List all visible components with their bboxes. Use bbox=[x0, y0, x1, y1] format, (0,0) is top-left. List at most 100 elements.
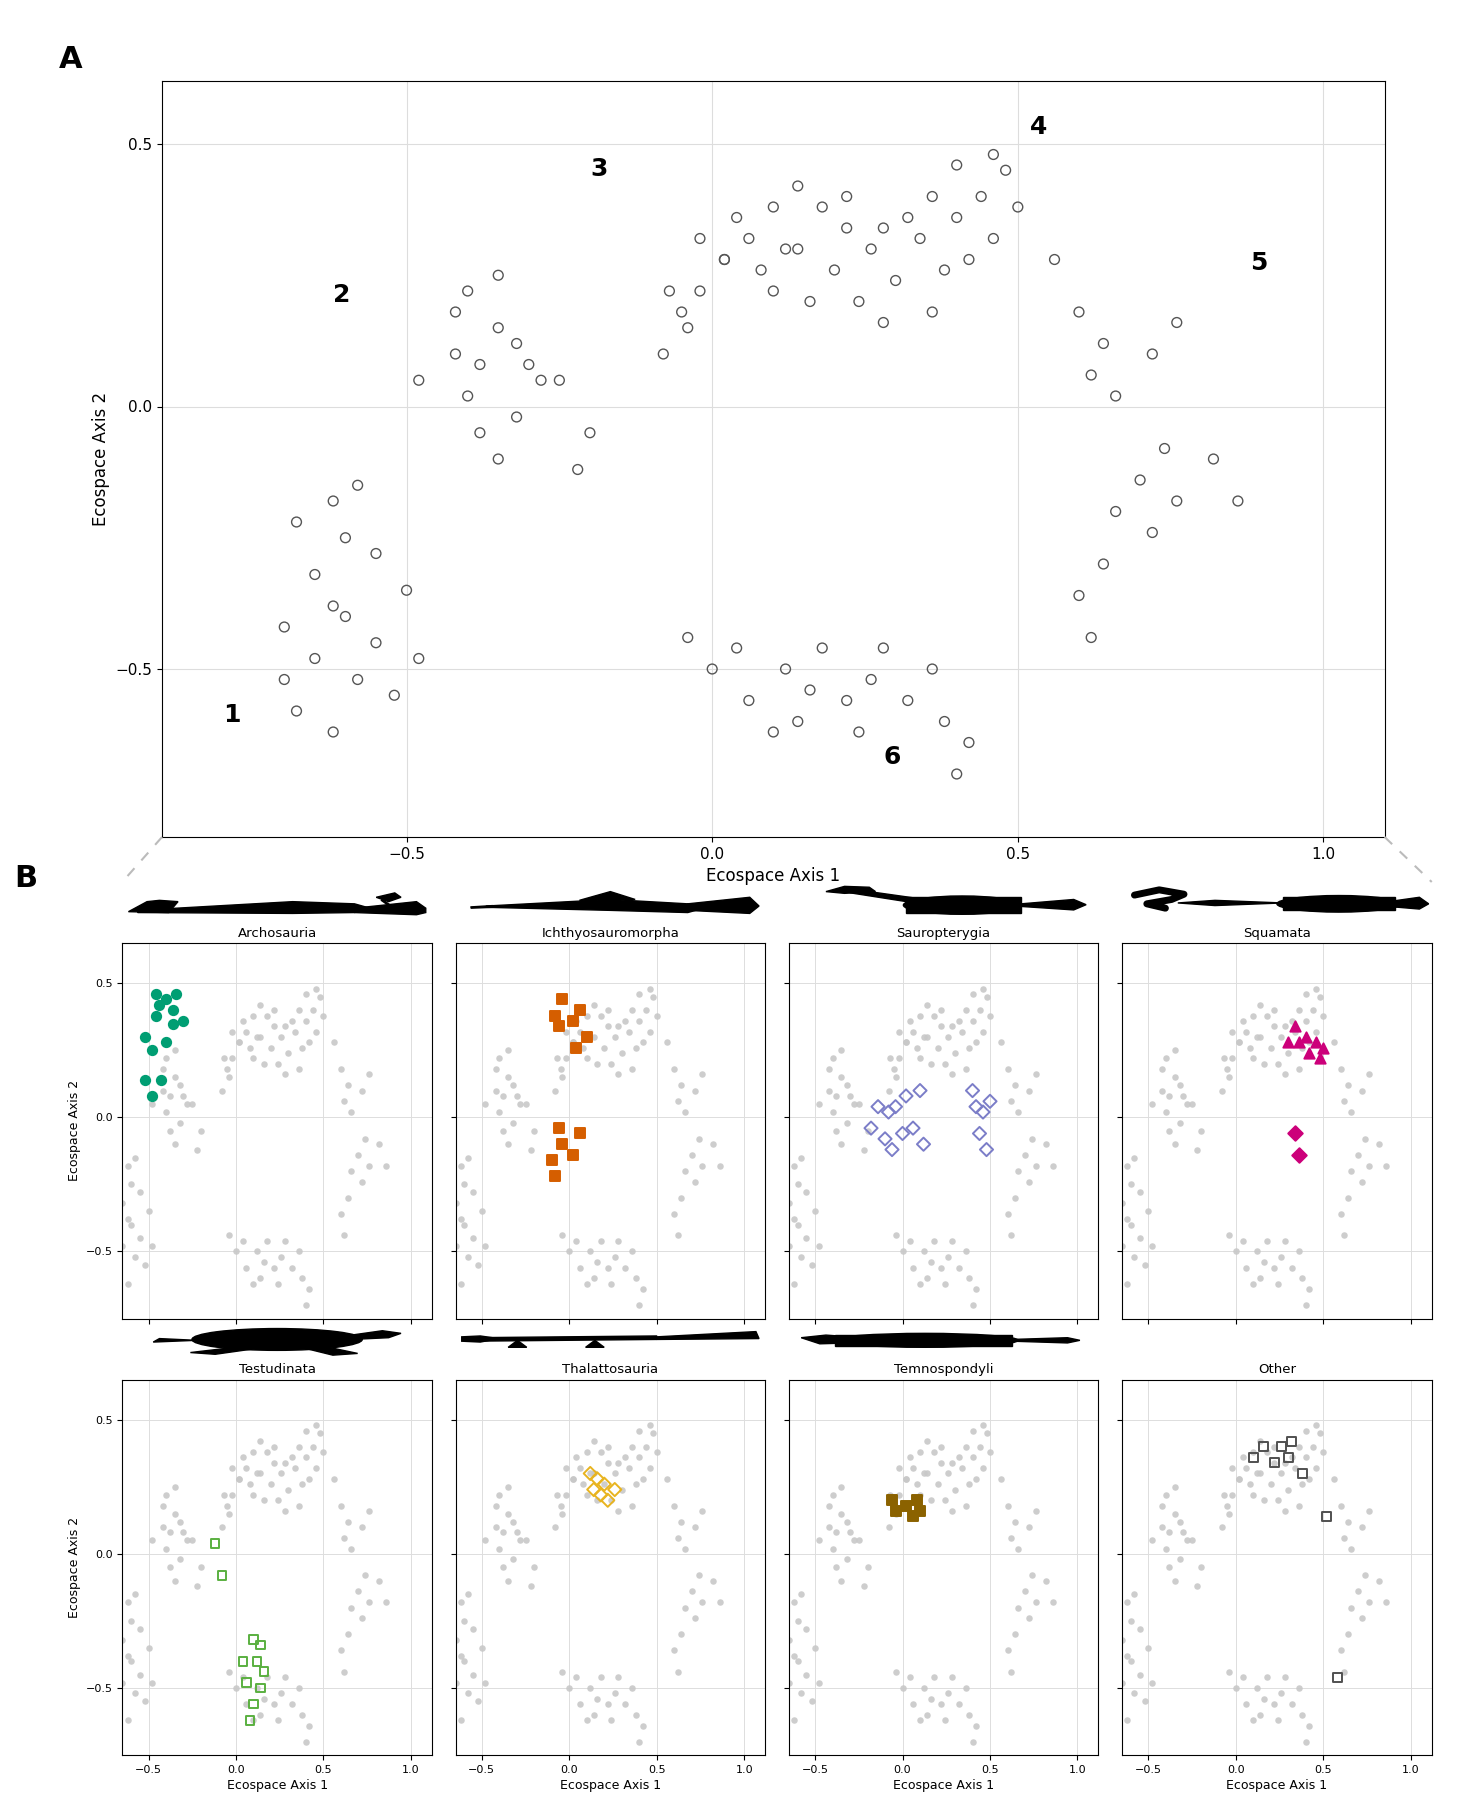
Point bbox=[435, 1215, 458, 1244]
Point bbox=[1265, 1485, 1289, 1514]
Point bbox=[256, 1438, 280, 1467]
Point bbox=[785, 1210, 809, 1238]
Point bbox=[620, 995, 644, 1024]
Point bbox=[340, 1098, 364, 1127]
Point bbox=[1280, 1444, 1304, 1472]
Point bbox=[901, 1114, 925, 1143]
Point bbox=[105, 1163, 128, 1192]
Point bbox=[613, 1006, 636, 1035]
Point bbox=[1217, 1658, 1240, 1687]
Point bbox=[488, 1098, 511, 1127]
Point bbox=[128, 1177, 152, 1206]
Point bbox=[295, 1006, 318, 1035]
Polygon shape bbox=[376, 893, 401, 902]
Point bbox=[1326, 1663, 1349, 1692]
Point bbox=[971, 1098, 994, 1127]
Point bbox=[158, 1517, 181, 1546]
Point bbox=[346, 1577, 370, 1606]
Point bbox=[277, 1476, 300, 1505]
Point bbox=[1016, 1512, 1040, 1541]
Point bbox=[835, 1507, 859, 1535]
Point bbox=[295, 1444, 318, 1472]
Point bbox=[820, 1534, 844, 1562]
Point bbox=[545, 1481, 569, 1510]
Point bbox=[597, 1253, 620, 1282]
Point bbox=[683, 1076, 707, 1105]
Point bbox=[953, 1490, 977, 1519]
Point bbox=[818, 1512, 841, 1541]
Point bbox=[1283, 1120, 1307, 1148]
Point bbox=[1231, 1663, 1255, 1692]
Point bbox=[1277, 1476, 1301, 1505]
Point bbox=[252, 1049, 275, 1078]
Point bbox=[1080, 360, 1103, 389]
Point bbox=[884, 1658, 907, 1687]
Point bbox=[305, 974, 328, 1003]
Point bbox=[607, 1449, 630, 1478]
Point bbox=[554, 1044, 577, 1073]
Point bbox=[960, 1006, 984, 1035]
Point bbox=[452, 1170, 476, 1199]
Point bbox=[252, 1247, 275, 1276]
Point bbox=[245, 1022, 268, 1051]
Point bbox=[617, 1454, 641, 1483]
Point bbox=[501, 1544, 524, 1573]
Point bbox=[666, 1087, 689, 1116]
Point bbox=[155, 1044, 178, 1073]
Point bbox=[116, 1642, 140, 1670]
Point bbox=[364, 540, 387, 569]
Point bbox=[1024, 1152, 1047, 1181]
Point bbox=[496, 1472, 520, 1501]
Point bbox=[1231, 1006, 1255, 1035]
Point bbox=[518, 1571, 542, 1600]
Point bbox=[249, 990, 273, 1019]
Point bbox=[1186, 1136, 1209, 1165]
Point bbox=[635, 995, 658, 1024]
Point bbox=[564, 1006, 588, 1035]
Point bbox=[841, 1526, 865, 1555]
Point bbox=[328, 1199, 352, 1228]
Point bbox=[1171, 1517, 1195, 1546]
Point bbox=[947, 1253, 971, 1282]
Point bbox=[937, 1022, 960, 1051]
Point bbox=[978, 1001, 1002, 1030]
Point bbox=[119, 1647, 143, 1676]
Point bbox=[607, 1496, 630, 1525]
Point bbox=[245, 1460, 268, 1489]
Point bbox=[872, 634, 896, 662]
Point bbox=[1273, 1496, 1296, 1525]
Point bbox=[1242, 1438, 1265, 1467]
Point bbox=[496, 1566, 520, 1595]
Point bbox=[838, 1517, 862, 1546]
Point bbox=[165, 979, 189, 1008]
Polygon shape bbox=[965, 1337, 984, 1345]
Point bbox=[1024, 1060, 1047, 1089]
Point bbox=[835, 1109, 859, 1138]
Point bbox=[407, 365, 430, 394]
Point bbox=[919, 1485, 943, 1514]
Point bbox=[1013, 1141, 1037, 1170]
Point bbox=[1140, 518, 1164, 547]
Point bbox=[1339, 1157, 1363, 1186]
Point bbox=[630, 1465, 654, 1494]
Point bbox=[239, 1033, 262, 1062]
Point bbox=[224, 1237, 247, 1265]
Point bbox=[346, 472, 370, 500]
Point bbox=[439, 1598, 463, 1627]
Polygon shape bbox=[486, 900, 703, 913]
Point bbox=[794, 1615, 818, 1643]
Point bbox=[627, 1417, 651, 1445]
Point bbox=[701, 1566, 725, 1595]
Point bbox=[256, 1663, 280, 1692]
Point bbox=[762, 193, 785, 221]
Point bbox=[249, 1022, 273, 1051]
Point bbox=[1115, 1588, 1139, 1616]
Point bbox=[1298, 1712, 1321, 1741]
Point bbox=[1290, 1264, 1314, 1292]
Point bbox=[891, 1674, 915, 1703]
Point bbox=[155, 1481, 178, 1510]
Point bbox=[1234, 1017, 1258, 1046]
Point bbox=[158, 1553, 181, 1582]
Point bbox=[221, 1454, 245, 1483]
Point bbox=[485, 1055, 508, 1084]
